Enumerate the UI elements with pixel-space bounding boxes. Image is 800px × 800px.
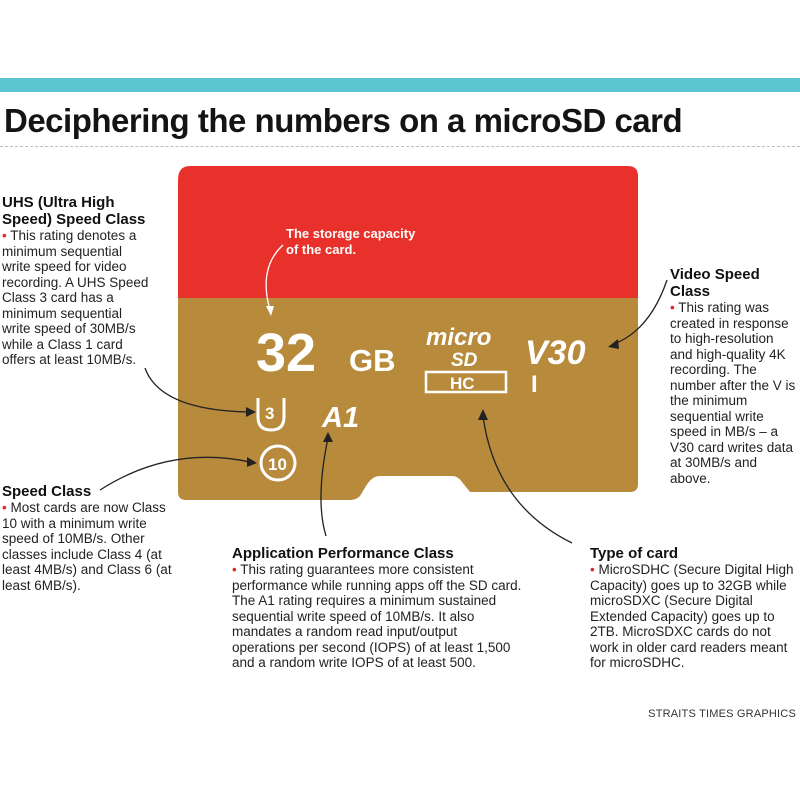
arrow-app — [320, 437, 329, 537]
app-text: • This rating guarantees more consistent… — [232, 562, 522, 671]
uhs-body: This rating denotes a minimum sequential… — [2, 228, 149, 367]
speed-class-mark: 10 — [268, 455, 287, 474]
arrowhead-video — [608, 339, 619, 349]
video-body: This rating was created in response to h… — [670, 300, 796, 486]
uhs-text: • This rating denotes a minimum sequenti… — [2, 228, 152, 368]
type-body: MicroSDHC (Secure Digital High Capacity)… — [590, 562, 794, 670]
app-body: This rating guarantees more consistent p… — [232, 562, 522, 670]
bullet-icon: • — [232, 562, 237, 577]
bullet-icon: • — [2, 228, 7, 243]
bullet-icon: • — [670, 300, 675, 315]
type-annotation: Type of card • MicroSDHC (Secure Digital… — [590, 545, 796, 671]
video-heading: Video Speed Class — [670, 266, 760, 300]
card-top-red — [178, 166, 638, 298]
video-class-mark: V30 — [525, 334, 586, 372]
capacity-value: 32 — [256, 323, 316, 383]
bullet-icon: • — [2, 500, 7, 515]
arrowhead-type — [478, 409, 488, 420]
arrow-video — [613, 279, 668, 345]
pointer-arrows — [99, 244, 668, 544]
capacity-unit: GB — [349, 343, 396, 378]
logo-hc-box — [424, 370, 508, 394]
capacity-callout-line2: of the card. — [286, 242, 356, 257]
logo-hc: HC — [450, 374, 475, 393]
app-class-mark: A1 — [321, 402, 359, 434]
uhs-bus-mark: I — [531, 371, 538, 398]
type-heading: Type of card — [590, 545, 679, 562]
uhs-heading: UHS (Ultra High Speed) Speed Class — [2, 194, 146, 228]
speed-annotation: Speed Class • Most cards are now Class 1… — [2, 483, 172, 593]
graphics-credit: STRAITS TIMES GRAPHICS — [648, 708, 796, 720]
video-annotation: Video Speed Class • This rating was crea… — [670, 266, 798, 486]
arrow-type — [482, 415, 573, 544]
arrowhead-app — [323, 432, 333, 442]
app-heading: Application Performance Class — [232, 545, 454, 562]
card-bottom-gold — [178, 298, 638, 500]
page-title: Deciphering the numbers on a microSD car… — [4, 102, 683, 139]
uhs-class-mark: 3 — [265, 404, 274, 423]
speed-heading: Speed Class — [2, 483, 92, 500]
capacity-callout: The storage capacity of the card. — [286, 226, 419, 257]
title-divider — [0, 146, 800, 147]
app-annotation: Application Performance Class • This rat… — [232, 545, 522, 671]
bullet-icon: • — [590, 562, 595, 577]
speed-class-ring — [259, 444, 297, 482]
arrowhead-capacity — [266, 306, 274, 316]
video-text: • This rating was created in response to… — [670, 300, 798, 486]
uhs-class-u-icon — [256, 398, 286, 432]
arrow-heads — [246, 306, 619, 467]
arrowhead-uhs — [246, 407, 256, 417]
arrow-capacity — [265, 244, 284, 311]
logo-micro: micro — [426, 324, 491, 351]
uhs-annotation: UHS (Ultra High Speed) Speed Class • Thi… — [2, 194, 152, 368]
logo-sd: SD — [451, 350, 478, 371]
speed-body: Most cards are now Class 10 with a minim… — [2, 500, 172, 593]
capacity-callout-line1: The storage capacity — [286, 226, 416, 241]
speed-text: • Most cards are now Class 10 with a min… — [2, 500, 172, 593]
arrow-uhs — [144, 367, 249, 413]
accent-bar — [0, 78, 800, 92]
type-text: • MicroSDHC (Secure Digital High Capacit… — [590, 562, 796, 671]
arrowhead-speed — [247, 457, 257, 467]
arrow-speed — [99, 456, 251, 491]
